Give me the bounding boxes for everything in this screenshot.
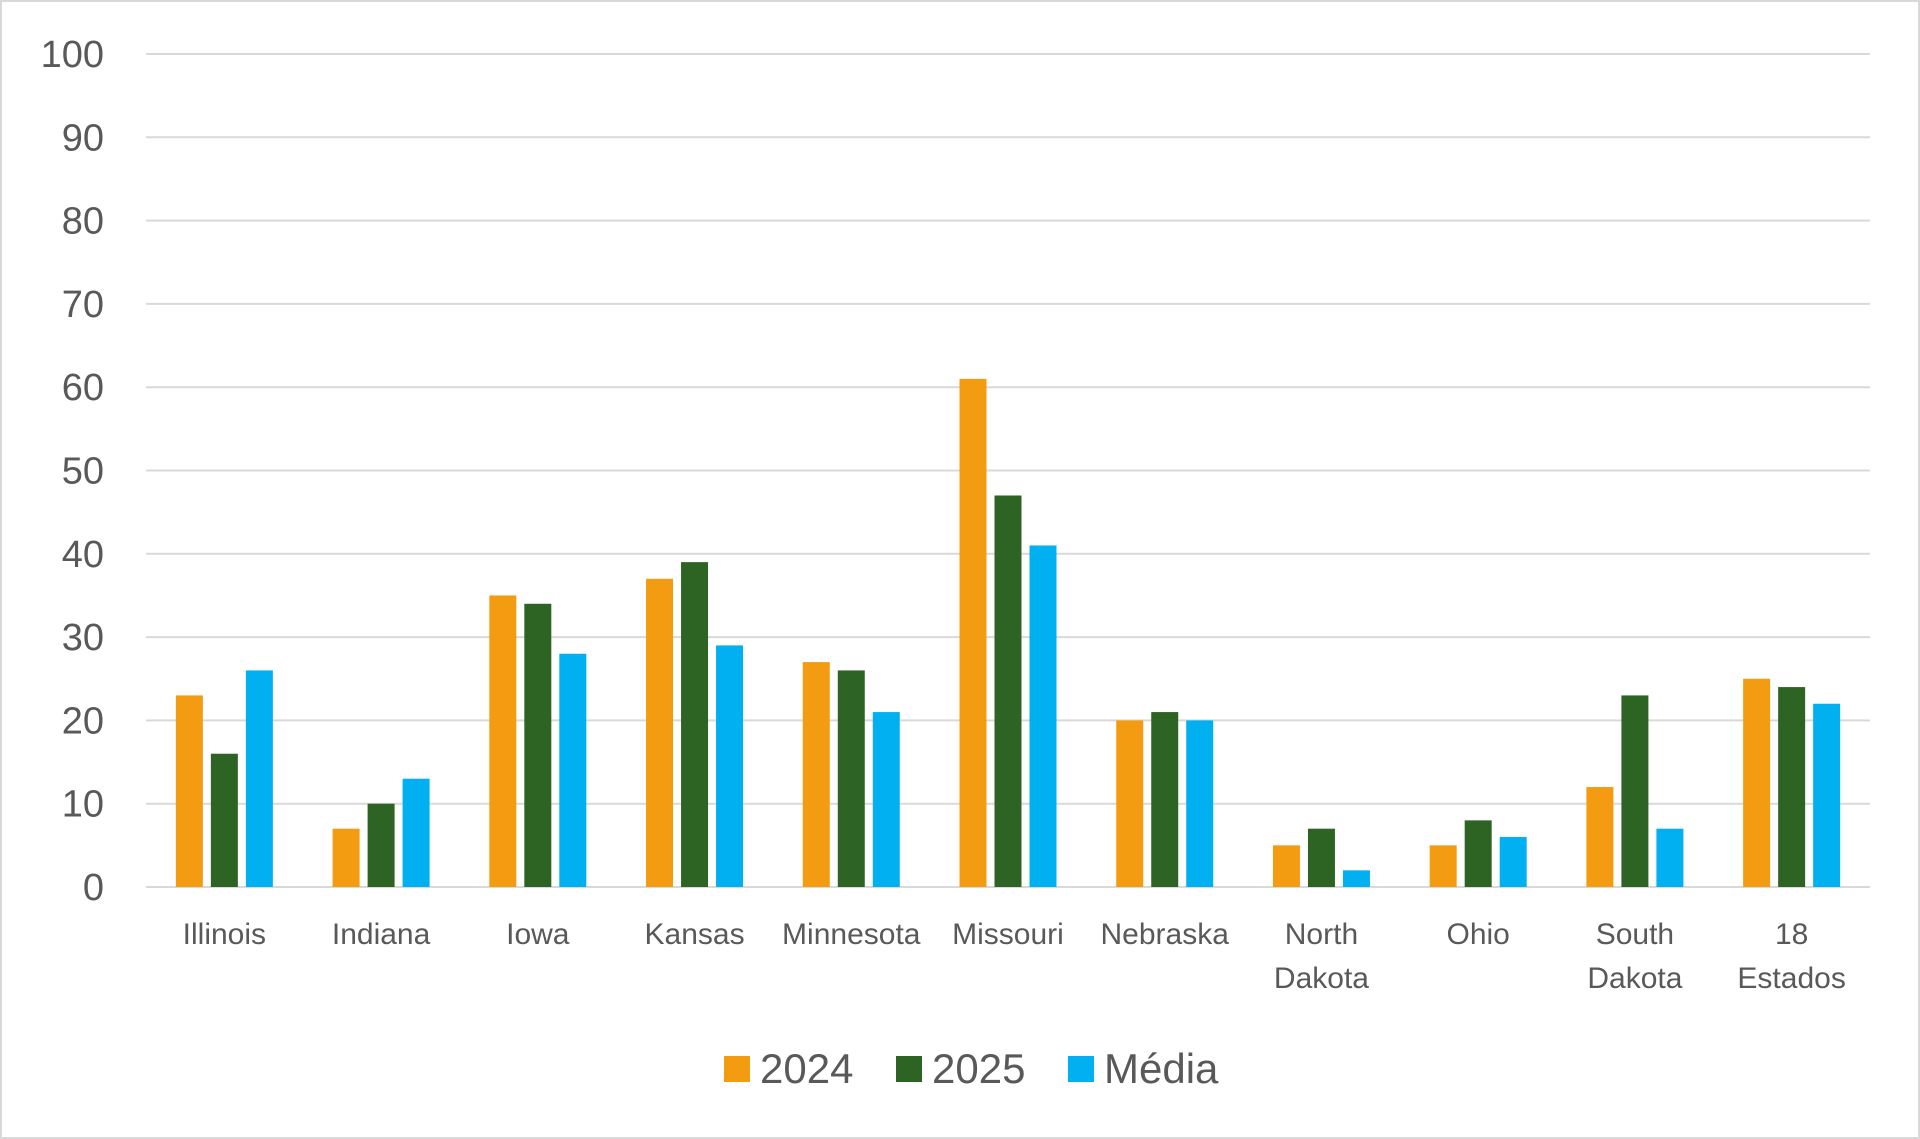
y-tick-label: 60 bbox=[62, 367, 104, 409]
x-category-label-line: Kansas bbox=[645, 918, 745, 951]
bar-2025 bbox=[1464, 820, 1492, 887]
bar-média bbox=[245, 670, 273, 887]
y-tick-label: 70 bbox=[62, 284, 104, 326]
bar-2025 bbox=[994, 495, 1022, 887]
x-category-label-line: Ohio bbox=[1446, 918, 1509, 951]
x-category-label-line: Minnesota bbox=[782, 918, 921, 951]
x-category-label-line: Nebraska bbox=[1101, 918, 1230, 951]
bar-média bbox=[1029, 545, 1057, 887]
x-category-label: Ohio bbox=[1446, 918, 1509, 951]
bar-2024 bbox=[1116, 720, 1144, 887]
bar-2025 bbox=[837, 670, 865, 887]
x-category-label: 18 Estados bbox=[1737, 918, 1845, 995]
y-tick-label: 10 bbox=[62, 784, 104, 826]
x-category-label-line: Dakota bbox=[1274, 962, 1369, 995]
bar-2025 bbox=[1151, 712, 1179, 887]
bar-média bbox=[716, 645, 744, 887]
bar-2025 bbox=[367, 803, 395, 887]
legend-swatch bbox=[724, 1056, 750, 1082]
x-category-label-line: South bbox=[1596, 918, 1674, 951]
bar-2025 bbox=[1778, 687, 1806, 887]
bar-2024 bbox=[1272, 845, 1300, 887]
x-category-label: Illinois bbox=[183, 918, 266, 951]
bar-2024 bbox=[959, 378, 987, 887]
x-category-label-line: Missouri bbox=[952, 918, 1064, 951]
bar-2025 bbox=[210, 753, 238, 887]
bar-média bbox=[1186, 720, 1214, 887]
bar-média bbox=[1656, 828, 1684, 887]
bar-média bbox=[402, 778, 430, 887]
bar-2024 bbox=[802, 662, 830, 887]
x-category-label-line: 18 bbox=[1775, 918, 1808, 951]
x-category-label-line: Illinois bbox=[183, 918, 266, 951]
legend-label: Média bbox=[1104, 1045, 1219, 1092]
x-category-label-line: Dakota bbox=[1587, 962, 1682, 995]
y-tick-label: 40 bbox=[62, 534, 104, 576]
bar-2025 bbox=[1307, 828, 1335, 887]
x-category-label: Kansas bbox=[645, 918, 745, 951]
bar-média bbox=[872, 712, 900, 887]
x-axis-labels: Illinois Indiana Iowa Kansas Minnesota Missou… bbox=[183, 918, 1846, 995]
legend-label: 2025 bbox=[932, 1045, 1025, 1092]
x-category-label: South Dakota bbox=[1587, 918, 1682, 995]
y-tick-label: 30 bbox=[62, 617, 104, 659]
bar-média bbox=[1813, 703, 1841, 887]
bar-2025 bbox=[681, 562, 709, 887]
y-tick-label: 90 bbox=[62, 117, 104, 159]
x-category-label-line: Iowa bbox=[506, 918, 570, 951]
bar-2025 bbox=[524, 603, 552, 887]
bar-2024 bbox=[1586, 787, 1614, 887]
bar-2024 bbox=[646, 578, 674, 887]
x-category-label-line: North bbox=[1285, 918, 1358, 951]
y-tick-label: 100 bbox=[41, 34, 104, 76]
bar-média bbox=[1342, 870, 1370, 887]
x-category-label: Nebraska bbox=[1101, 918, 1230, 951]
legend-label: 2024 bbox=[760, 1045, 853, 1092]
x-category-label: Iowa bbox=[506, 918, 570, 951]
bar-média bbox=[1499, 837, 1527, 887]
bar-2024 bbox=[175, 695, 203, 887]
x-category-label: Minnesota bbox=[782, 918, 921, 951]
x-category-label-line: Indiana bbox=[332, 918, 431, 951]
bar-2024 bbox=[1429, 845, 1457, 887]
legend-swatch bbox=[1068, 1056, 1094, 1082]
legend: 2024 2025 Média bbox=[724, 1045, 1219, 1092]
bar-2025 bbox=[1621, 695, 1649, 887]
bar-2024 bbox=[1743, 678, 1771, 887]
bar-2024 bbox=[489, 595, 517, 887]
y-tick-label: 20 bbox=[62, 700, 104, 742]
y-tick-label: 0 bbox=[83, 867, 104, 909]
y-axis-ticks: 0 10 20 30 40 50 60 70 80 90 100 bbox=[41, 34, 104, 909]
bars bbox=[175, 378, 1841, 887]
bar-2024 bbox=[332, 828, 360, 887]
x-category-label: North Dakota bbox=[1274, 918, 1369, 995]
x-category-label: Missouri bbox=[952, 918, 1064, 951]
legend-swatch bbox=[896, 1056, 922, 1082]
y-tick-label: 50 bbox=[62, 451, 104, 493]
bar-média bbox=[559, 653, 587, 887]
x-category-label-line: Estados bbox=[1737, 962, 1845, 995]
y-tick-label: 80 bbox=[62, 201, 104, 243]
x-category-label: Indiana bbox=[332, 918, 431, 951]
